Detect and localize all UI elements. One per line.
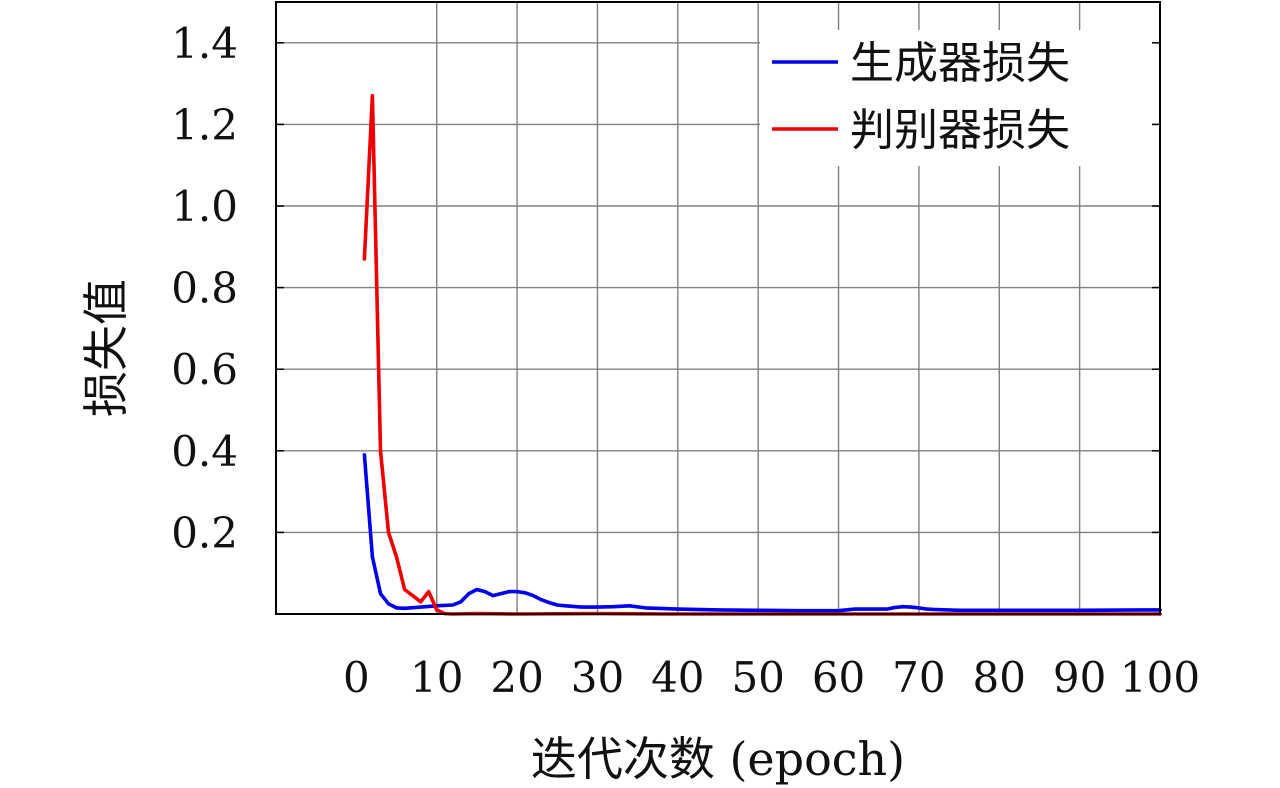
y-tick-label: 0.2 xyxy=(171,508,238,557)
y-tick-label: 0.6 xyxy=(171,345,238,394)
legend-background xyxy=(760,30,1152,166)
series-line-generator xyxy=(362,453,1162,613)
series-line-discriminator xyxy=(362,94,1162,616)
legend: 生成器损失 判别器损失 xyxy=(760,30,1152,166)
x-tick-label: 10 xyxy=(410,653,463,702)
y-axis-label: 损失值 xyxy=(79,279,133,417)
x-tick-label: 0 xyxy=(343,653,370,702)
plot-frame xyxy=(275,1,1161,615)
legend-label-generator: 生成器损失 xyxy=(850,38,1070,89)
legend-label-discriminator: 判别器损失 xyxy=(850,105,1070,156)
y-tick-label: 0.4 xyxy=(171,427,238,476)
x-tick-label: 80 xyxy=(973,653,1026,702)
x-axis-ticks: 0 10 20 30 40 50 60 70 80 90 100 xyxy=(343,653,1200,702)
x-tick-label: 60 xyxy=(812,653,865,702)
x-tick-label: 50 xyxy=(731,653,784,702)
x-tick-label: 100 xyxy=(1120,653,1200,702)
x-axis-label: 迭代次数 (epoch) xyxy=(531,732,905,786)
y-tick-label: 1.4 xyxy=(171,19,238,68)
x-tick-label: 90 xyxy=(1053,653,1106,702)
x-tick-label: 30 xyxy=(571,653,624,702)
y-tick-label: 1.0 xyxy=(171,182,238,231)
x-tick-label: 70 xyxy=(892,653,945,702)
series-lines xyxy=(362,94,1162,616)
y-tick-label: 0.8 xyxy=(171,264,238,313)
x-tick-label: 20 xyxy=(490,653,543,702)
y-tick-label: 1.2 xyxy=(171,100,238,149)
y-axis-ticks: 0.2 0.4 0.6 0.8 1.0 1.2 1.4 xyxy=(171,19,1160,557)
x-tick-label: 40 xyxy=(651,653,704,702)
